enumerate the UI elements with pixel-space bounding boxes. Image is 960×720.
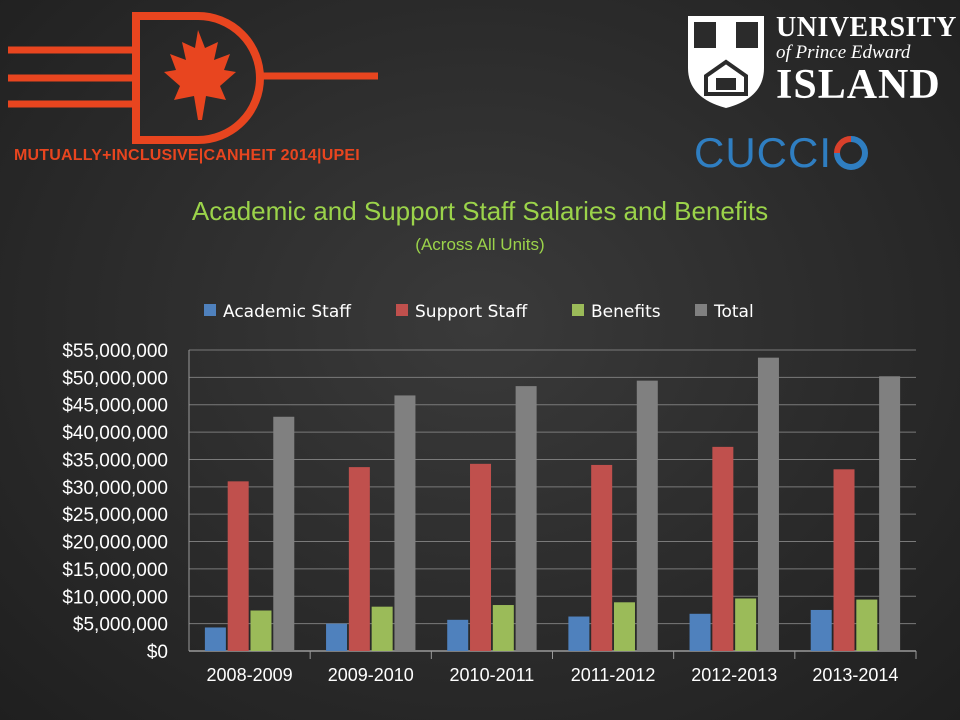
cuccio-wordmark: CUCCI (694, 129, 832, 176)
upei-crest-icon (688, 16, 764, 108)
legend-swatch (572, 304, 584, 316)
legend-swatch (695, 304, 707, 316)
y-tick-label: $30,000,000 (62, 478, 168, 499)
upei-line-prince-edward: of Prince Edward (776, 42, 911, 63)
bar-benefits (735, 598, 757, 651)
y-tick-label: $20,000,000 (62, 533, 168, 554)
bar-support-staff (591, 464, 613, 651)
x-tick-label: 2012-2013 (691, 665, 777, 685)
bar-academic-staff (689, 613, 711, 651)
bar-benefits (250, 610, 272, 651)
y-tick-label: $55,000,000 (62, 341, 168, 362)
bar-total (394, 395, 416, 651)
chart-subtitle: (Across All Units) (415, 235, 545, 254)
legend-label: Total (713, 302, 754, 322)
bar-support-staff (833, 469, 855, 651)
upei-line-university: UNIVERSITY (776, 12, 957, 43)
y-tick-label: $5,000,000 (73, 615, 168, 636)
y-tick-label: $35,000,000 (62, 450, 168, 471)
bar-benefits (856, 599, 878, 651)
x-tick-label: 2009-2010 (328, 665, 414, 685)
cuccio-swirl-icon (834, 136, 868, 170)
bar-benefits (492, 605, 514, 651)
x-tick-label: 2010-2011 (450, 665, 535, 685)
bar-support-staff (227, 481, 249, 651)
bar-total (757, 357, 779, 651)
bar-support-staff (712, 446, 734, 651)
y-tick-label: $0 (147, 642, 168, 663)
y-tick-label: $15,000,000 (62, 560, 168, 581)
bar-benefits (613, 602, 635, 651)
bar-academic-staff (204, 627, 226, 651)
bar-support-staff (470, 463, 492, 651)
brand-tagline: MUTUALLY+INCLUSIVE|CANHEIT 2014|UPEI (14, 147, 360, 164)
bar-total (879, 376, 901, 651)
bar-total (273, 416, 295, 651)
canheit-logo (8, 12, 378, 144)
bar-academic-staff (568, 616, 590, 651)
y-tick-label: $45,000,000 (62, 396, 168, 417)
x-tick-label: 2008-2009 (207, 665, 293, 685)
chart-title: Academic and Support Staff Salaries and … (191, 196, 769, 226)
bar-benefits (371, 606, 393, 651)
bar-academic-staff (326, 623, 348, 651)
upei-line-island: ISLAND (776, 62, 941, 108)
legend-swatch (204, 304, 216, 316)
legend-label: Support Staff (415, 302, 528, 322)
legend-label: Benefits (591, 302, 661, 322)
cuccio-logo: CUCCI (694, 128, 869, 178)
x-tick-label: 2011-2012 (571, 665, 656, 685)
y-tick-label: $50,000,000 (62, 368, 168, 389)
y-tick-label: $25,000,000 (62, 505, 168, 526)
legend-label: Academic Staff (223, 302, 352, 322)
legend-swatch (396, 304, 408, 316)
bar-total (636, 380, 658, 651)
bar-total (515, 386, 537, 651)
bar-support-staff (348, 467, 370, 651)
maple-leaf-icon (164, 30, 236, 120)
y-tick-label: $10,000,000 (62, 587, 168, 608)
x-tick-label: 2013-2014 (812, 665, 898, 685)
bar-academic-staff (810, 609, 832, 651)
upei-wordmark: UNIVERSITY of Prince Edward ISLAND (776, 12, 957, 108)
bar-academic-staff (447, 619, 469, 651)
y-tick-label: $40,000,000 (62, 423, 168, 444)
